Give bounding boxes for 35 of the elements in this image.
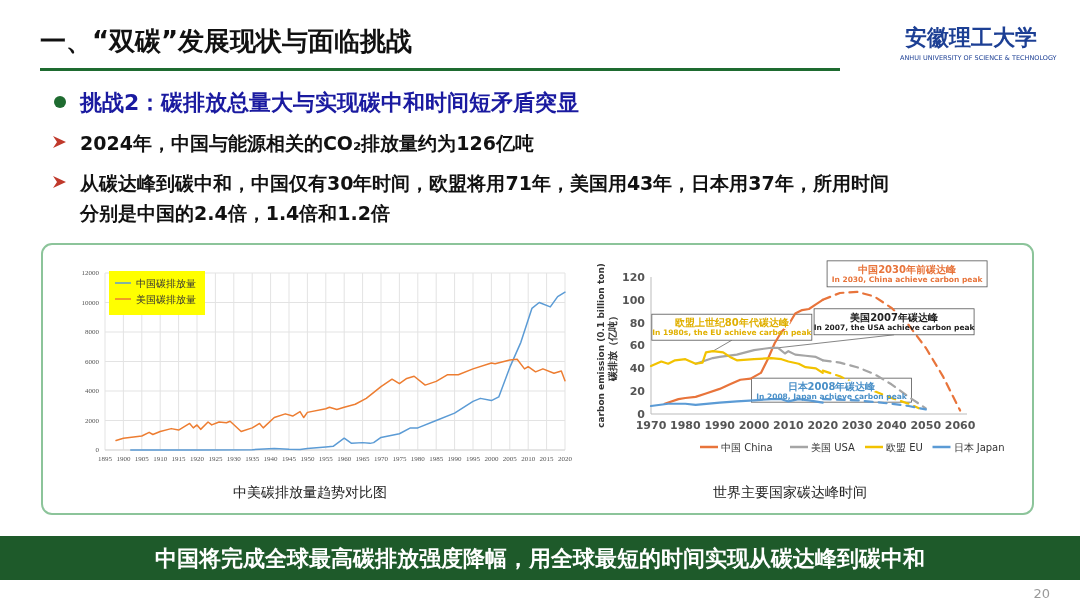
x-tick-label: 2030	[841, 419, 873, 432]
text: 挑战2：碳排放总量大与实现碳中和时间短矛盾突显	[79, 90, 580, 115]
legend-label: 美国 USA	[811, 442, 856, 453]
x-tick-label: 2050	[910, 419, 942, 432]
x-tick-label: 2040	[876, 419, 908, 432]
y-tick-label: 40	[629, 362, 646, 376]
x-tick-label: 1980	[670, 419, 701, 432]
legend-label: 欧盟 EU	[886, 442, 923, 453]
legend-label: 中国碳排放量	[136, 278, 196, 289]
y-tick-label: 60	[629, 339, 646, 353]
line-series	[130, 291, 566, 451]
y-tick-label: 20	[629, 385, 646, 399]
x-tick-label: 2010	[773, 419, 805, 432]
y-axis-title: carbon emission (0.1 billion ton) 碳排放（亿吨）	[596, 263, 618, 428]
text: 20	[1033, 586, 1050, 601]
x-tick-label: 2000	[738, 419, 770, 432]
y-tick-label: 0	[637, 407, 646, 421]
text: 从碳达峰到碳中和，中国仅有30年时间，欧盟将用71年，美国用43年，日本用37年，所用时间分别是中国的2.4倍，1.4倍和1.2倍	[79, 172, 889, 224]
text: 中国将完成全球最高碳排放强度降幅，用全球最短的时间实现从碳达峰到碳中和	[155, 546, 925, 571]
y-tick-label: 120	[622, 270, 646, 284]
x-tick-label: 2020	[807, 419, 839, 432]
legend-label: 美国碳排放量	[136, 294, 196, 305]
text: 中美碳排放量趋势对比图	[233, 484, 387, 500]
y-tick-label: 100	[622, 293, 646, 307]
text: 世界主要国家碳达峰时间	[713, 484, 867, 500]
legend-label: 中国 China	[721, 442, 773, 453]
x-tick-label: 2060	[944, 419, 976, 432]
line-series	[115, 358, 566, 442]
text: 2024年，中国与能源相关的CO₂排放量约为126亿吨	[80, 132, 534, 154]
y-tick-label: 80	[629, 316, 646, 330]
x-tick-label: 1990	[704, 419, 736, 432]
text: 一、“双碳”发展现状与面临挑战	[40, 26, 413, 56]
x-tick-label: 1970	[635, 419, 667, 432]
text: 安徽理工大学	[905, 25, 1037, 50]
legend-label: 日本 Japan	[953, 442, 1005, 453]
